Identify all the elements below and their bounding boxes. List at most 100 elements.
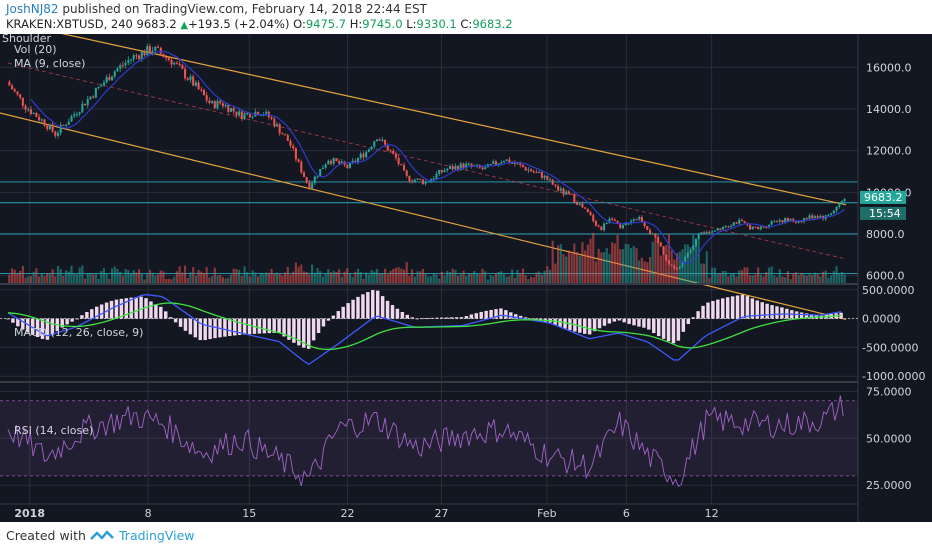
candle-body-228	[624, 223, 627, 226]
candle-body-73	[205, 95, 208, 101]
candle-body-112	[311, 183, 314, 189]
volume-bar-250	[684, 244, 687, 284]
volume-bar-210	[575, 252, 579, 284]
volume-bar-297	[811, 274, 814, 284]
candle-body-100	[278, 124, 281, 134]
price-scale[interactable]	[858, 34, 932, 522]
x-axis-ticks: 2018 8 15 22 27 Feb 6 12	[14, 507, 718, 520]
candle-body-111	[308, 182, 311, 189]
macd-hist-bar-153	[760, 302, 764, 319]
candle-body-213	[584, 207, 587, 209]
volume-bar-176	[484, 271, 487, 284]
candle-body-191	[524, 167, 527, 171]
volume-bar-175	[481, 268, 484, 284]
volume-bar-155	[427, 276, 430, 284]
candle-body-164	[451, 166, 454, 170]
candle-body-84	[235, 111, 238, 116]
volume-bar-34	[100, 271, 103, 284]
macd-hist-bar-54	[272, 318, 276, 333]
tradingview-brand[interactable]: TradingView	[119, 528, 195, 543]
volume-bar-158	[435, 274, 438, 284]
volume-bar-302	[824, 270, 827, 284]
candle-body-296	[808, 215, 811, 219]
price-change: +193.5 (+2.04%)	[188, 17, 290, 31]
candle-body-263	[719, 228, 722, 230]
macd-hist-bar-97	[484, 310, 488, 319]
candle-body-115	[319, 169, 322, 177]
volume-bar-209	[573, 243, 576, 284]
candle-body-233	[638, 216, 641, 220]
candle-body-303	[827, 214, 830, 216]
volume-bar-102	[283, 272, 287, 284]
volume-bar-304	[830, 275, 833, 284]
x-tick-1: 8	[145, 507, 152, 520]
candle-body-97	[270, 117, 273, 119]
candle-body-4	[19, 94, 22, 98]
macd-hist-bar-68	[341, 306, 345, 319]
candle-body-58	[165, 57, 168, 59]
candle-body-256	[700, 232, 703, 234]
volume-bar-141	[389, 270, 392, 284]
candle-body-214	[586, 208, 589, 213]
chart-canvas[interactable]: Shoulder Vol (20) MA (9, close) MACD (12…	[0, 34, 932, 522]
macd-hist-bar-7	[40, 318, 45, 339]
volume-bar-238	[651, 241, 654, 284]
candle-body-123	[340, 161, 343, 164]
macd-hist-bar-156	[775, 306, 779, 319]
macd-hist-bar-33	[168, 317, 173, 319]
low-label: L:	[406, 17, 417, 31]
volume-bar-146	[402, 269, 406, 284]
volume-bar-17	[54, 276, 57, 284]
tradingview-logo-icon[interactable]	[90, 529, 114, 543]
volume-bar-67	[189, 272, 192, 284]
candle-body-25	[75, 114, 78, 116]
macd-hist-bar-117	[583, 318, 587, 334]
volume-bar-211	[578, 255, 581, 284]
candle-body-251	[686, 253, 689, 257]
volume-bar-15	[48, 274, 51, 284]
volume-bar-205	[562, 254, 565, 284]
volume-bar-197	[540, 274, 543, 284]
candle-body-278	[759, 226, 762, 230]
candle-body-305	[832, 210, 835, 214]
candle-body-239	[654, 233, 657, 237]
volume-bar-212	[581, 242, 584, 284]
candle-body-89	[248, 112, 251, 118]
macd-hist-bar-149	[740, 294, 745, 319]
volume-bar-200	[548, 269, 552, 284]
volume-bar-71	[200, 271, 203, 284]
x-tick-4: 27	[434, 507, 448, 520]
volume-bar-285	[778, 269, 781, 284]
volume-bar-40	[116, 268, 119, 284]
macd-hist-bar-99	[494, 309, 498, 319]
macd-histogram	[6, 290, 843, 349]
volume-bar-290	[792, 273, 795, 284]
macd-hist-bar-100	[499, 308, 503, 319]
macd-hist-bar-35	[178, 318, 183, 327]
macd-hist-bar-120	[597, 318, 602, 329]
macd-hist-bar-17	[90, 309, 94, 319]
volume-bar-303	[827, 277, 830, 284]
candle-body-227	[621, 225, 625, 229]
candle-body-266	[727, 226, 730, 228]
macd-hist-bar-48	[242, 318, 247, 335]
macd-hist-bar-84	[420, 318, 424, 320]
candle-body-260	[711, 231, 714, 233]
volume-bar-50	[143, 279, 146, 284]
candle-body-140	[386, 144, 389, 151]
volume-bar-191	[524, 275, 527, 284]
macd-hist-bar-52	[262, 318, 267, 334]
symbol-label[interactable]: KRAKEN:XBTUSD, 240	[6, 17, 133, 31]
candle-body-62	[175, 62, 178, 64]
volume-bar-192	[527, 279, 530, 284]
author-link[interactable]: JoshNJ82	[6, 2, 59, 16]
macd-hist-bar-34	[173, 318, 178, 323]
volume-bar-184	[505, 277, 508, 284]
volume-bar-160	[440, 271, 443, 284]
macd-hist-bar-102	[509, 312, 513, 319]
volume-bar-143	[394, 267, 397, 284]
volume-bar-261	[713, 267, 716, 284]
candle-body-210	[576, 202, 579, 205]
volume-bar-165	[454, 270, 457, 284]
candle-body-153	[421, 179, 424, 184]
